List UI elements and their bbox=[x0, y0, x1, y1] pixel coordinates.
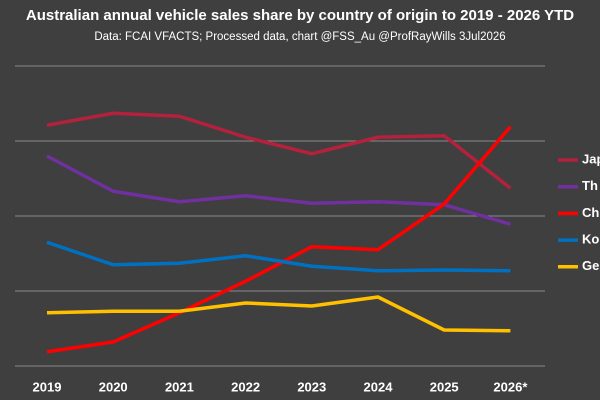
x-tick-label: 2025 bbox=[430, 379, 459, 394]
legend-label: Jap bbox=[582, 151, 600, 166]
series-line bbox=[46, 125, 512, 354]
legend-label: Ge bbox=[582, 258, 599, 273]
x-tick-label: 2023 bbox=[297, 379, 326, 394]
chart-subtitle: Data: FCAI VFACTS; Processed data, chart… bbox=[94, 31, 505, 43]
chart-title: Australian annual vehicle sales share by… bbox=[26, 7, 574, 24]
x-tick-label: 2026* bbox=[493, 379, 528, 394]
x-tick-label: 2022 bbox=[231, 379, 260, 394]
series-line bbox=[46, 240, 511, 273]
x-tick-label: 2024 bbox=[364, 379, 394, 394]
series-line bbox=[46, 295, 511, 333]
x-tick-label: 2020 bbox=[99, 379, 128, 394]
legend-label: Ch bbox=[582, 205, 599, 220]
x-tick-label: 2021 bbox=[165, 379, 194, 394]
x-tick-label: 2019 bbox=[33, 379, 62, 394]
legend-label: Ko bbox=[582, 232, 599, 247]
series-line bbox=[46, 154, 511, 226]
series-line bbox=[46, 111, 512, 190]
legend-label: Th bbox=[582, 178, 598, 193]
